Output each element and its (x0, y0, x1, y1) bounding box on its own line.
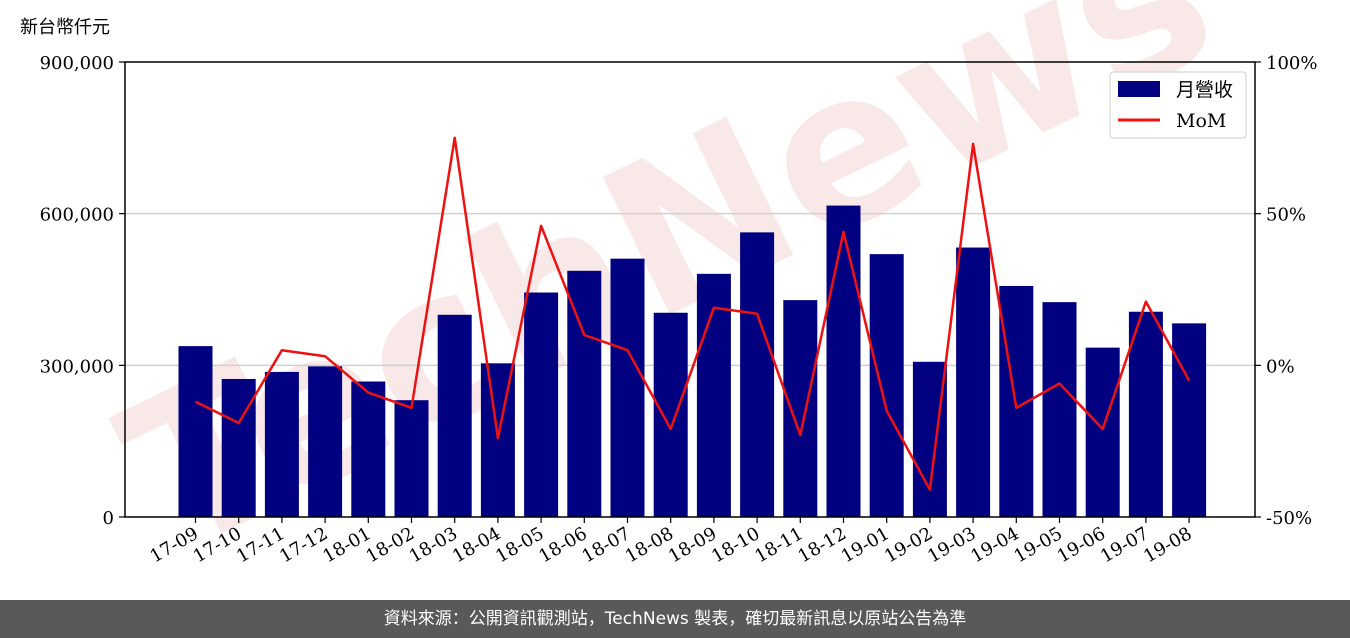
x-tick-label: 18-06 (535, 523, 590, 567)
bar-18-03 (437, 314, 472, 517)
bar-19-07 (1128, 311, 1163, 517)
bar-18-04 (480, 363, 515, 517)
bar-18-06 (567, 270, 602, 517)
bar-18-11 (783, 300, 818, 517)
chart-area: TechNews 0 300,000 600,000 900,000 -50% 0% 50… (20, 0, 1317, 600)
bar-17-10 (221, 378, 256, 517)
x-tick-label: 19-06 (1054, 523, 1109, 567)
x-tick-label: 18-02 (363, 523, 418, 567)
legend-bar-label: 月營收 (1176, 79, 1233, 101)
x-tick-label: 18-12 (795, 523, 850, 567)
legend: 月營收 MoM (1109, 71, 1247, 139)
x-tick-label: 19-01 (838, 523, 893, 567)
x-tick-label: 18-07 (579, 523, 634, 567)
left-tick-label: 300,000 (40, 356, 114, 377)
footer-text: 資料來源：公開資訊觀測站，TechNews 製表，確切最新訊息以原站公告為準 (383, 609, 967, 629)
bar-17-12 (308, 366, 343, 517)
right-tick-label: -50% (1266, 508, 1312, 529)
x-tick-label: 18-11 (751, 523, 806, 567)
left-tick-label: 0 (103, 508, 114, 529)
left-axis: 0 300,000 600,000 900,000 (40, 53, 125, 529)
mom-line (194, 136, 1191, 491)
bar-19-06 (1085, 347, 1120, 517)
left-tick-label: 900,000 (40, 53, 114, 74)
bar-18-10 (740, 232, 775, 517)
bar-18-02 (394, 400, 429, 517)
right-axis: -50% 0% 50% 100% (1255, 53, 1317, 529)
bar-18-09 (696, 273, 731, 517)
bar-17-11 (264, 371, 299, 517)
bar-17-09 (178, 346, 213, 517)
x-tick-label: 18-04 (449, 523, 504, 567)
x-tick-label: 19-03 (924, 523, 979, 567)
legend-line-label: MoM (1176, 110, 1226, 132)
bar-19-05 (1042, 302, 1077, 517)
x-tick-label: 18-05 (492, 523, 547, 567)
bar-18-05 (524, 292, 559, 517)
plot-frame (124, 61, 1256, 518)
source-footer: 資料來源：公開資訊觀測站，TechNews 製表，確切最新訊息以原站公告為準 (0, 600, 1350, 638)
right-tick-label: 50% (1266, 205, 1306, 226)
x-tick-label: 19-08 (1140, 523, 1195, 567)
bar-19-02 (912, 361, 947, 517)
x-tick-label: 19-02 (881, 523, 936, 567)
bar-18-12 (826, 205, 861, 518)
left-tick-label: 600,000 (40, 205, 114, 226)
x-tick-label: 18-09 (665, 523, 720, 567)
x-tick-label: 18-10 (708, 523, 763, 567)
x-tick-label: 18-03 (406, 523, 461, 567)
bar-18-07 (610, 258, 645, 517)
x-tick-label: 19-05 (1011, 523, 1066, 567)
bar-18-01 (351, 381, 386, 517)
bar-19-08 (1172, 323, 1207, 517)
x-tick-label: 18-08 (622, 523, 677, 567)
bar-18-08 (653, 312, 688, 517)
legend-bar-swatch (1118, 81, 1160, 97)
x-tick-label: 19-04 (967, 523, 1022, 567)
x-tick-label: 19-07 (1097, 523, 1152, 567)
bar-19-03 (956, 247, 991, 518)
y-unit-label: 新台幣仟元 (20, 17, 110, 38)
bar-19-01 (869, 254, 904, 517)
bar-series (178, 205, 1207, 518)
right-tick-label: 0% (1266, 356, 1295, 377)
right-tick-label: 100% (1266, 53, 1317, 74)
